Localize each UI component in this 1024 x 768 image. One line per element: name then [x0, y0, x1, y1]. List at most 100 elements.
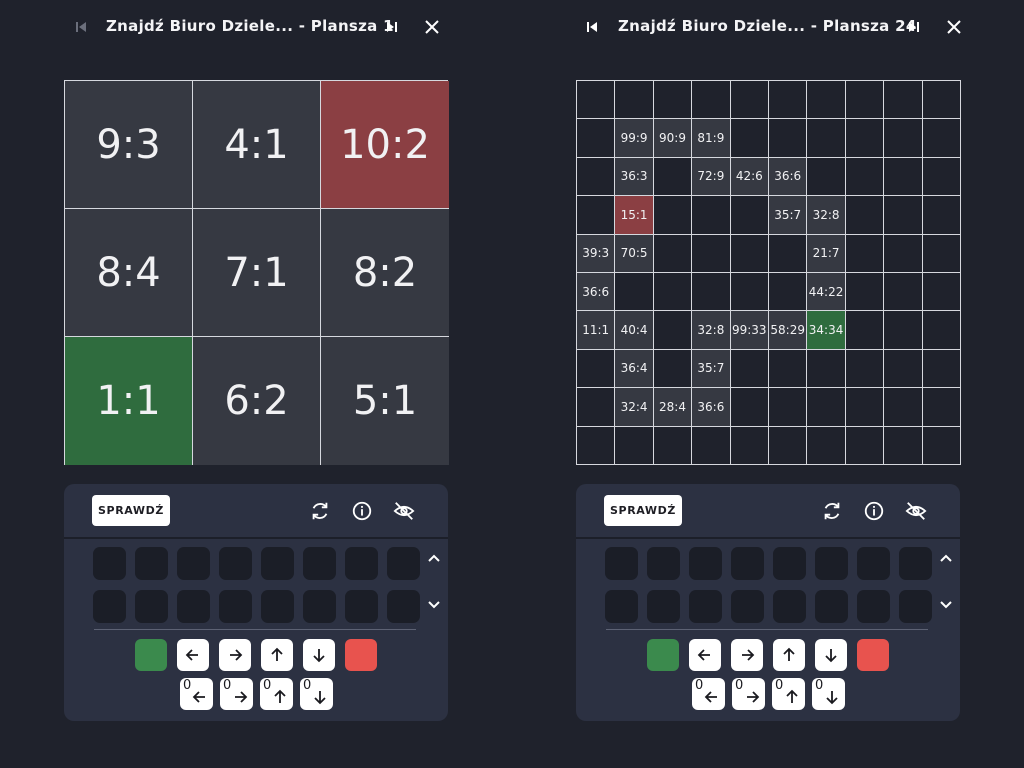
board-cell-filled[interactable]: 32:4	[615, 388, 654, 427]
last-board-icon[interactable]	[379, 14, 405, 40]
color-red-key[interactable]	[345, 639, 377, 671]
board-cell-empty[interactable]	[615, 81, 654, 120]
command-slot[interactable]	[899, 547, 932, 580]
command-slot[interactable]	[135, 590, 168, 623]
command-slot[interactable]	[689, 547, 722, 580]
board-cell-empty[interactable]	[884, 426, 923, 465]
command-slot[interactable]	[857, 547, 890, 580]
eye-off-icon[interactable]	[903, 498, 929, 524]
board-cell-empty[interactable]	[653, 349, 693, 389]
board-cell-empty[interactable]	[730, 388, 769, 427]
board-cell-empty[interactable]	[807, 426, 846, 465]
board-cell-empty[interactable]	[653, 311, 693, 350]
board-cell-empty[interactable]	[884, 349, 923, 389]
board-cell-empty[interactable]	[769, 273, 808, 312]
board-cell-empty[interactable]	[922, 273, 961, 312]
board-cell-empty[interactable]	[577, 157, 616, 197]
first-board-icon[interactable]	[68, 14, 94, 40]
board-cell-empty[interactable]	[653, 81, 693, 120]
board-cell-empty[interactable]	[845, 388, 885, 427]
counter-down-key[interactable]: 0	[300, 678, 333, 710]
board-cell-filled[interactable]: 72:9	[692, 157, 731, 197]
board-cell-empty[interactable]	[692, 196, 731, 235]
chevron-up-icon[interactable]	[937, 549, 955, 567]
board-cell-empty[interactable]	[577, 81, 616, 120]
board-cell-filled[interactable]: 8:4	[65, 209, 193, 337]
arrow-down-key[interactable]	[815, 639, 847, 671]
board-cell-empty[interactable]	[769, 234, 808, 273]
counter-left-key[interactable]: 0	[180, 678, 213, 710]
board-cell-empty[interactable]	[615, 426, 654, 465]
command-slot[interactable]	[345, 547, 378, 580]
board-cell-empty[interactable]	[769, 119, 808, 158]
color-green-key[interactable]	[647, 639, 679, 671]
board-cell-filled[interactable]: 35:7	[692, 349, 731, 389]
command-slot[interactable]	[177, 547, 210, 580]
command-slot[interactable]	[773, 547, 806, 580]
chevron-up-icon[interactable]	[425, 549, 443, 567]
board-cell-filled[interactable]: 36:4	[615, 349, 654, 389]
board-cell-empty[interactable]	[884, 311, 923, 350]
arrow-down-key[interactable]	[303, 639, 335, 671]
command-slot[interactable]	[605, 547, 638, 580]
board-cell-filled[interactable]: 99:33	[730, 311, 769, 350]
board-cell-filled[interactable]: 40:4	[615, 311, 654, 350]
board-cell-empty[interactable]	[615, 273, 654, 312]
command-slot[interactable]	[387, 547, 420, 580]
board-cell-filled[interactable]: 36:6	[577, 273, 616, 312]
board-cell-filled[interactable]: 11:1	[577, 311, 616, 350]
command-slot[interactable]	[345, 590, 378, 623]
refresh-icon[interactable]	[307, 498, 333, 524]
board-cell-empty[interactable]	[692, 273, 731, 312]
command-slot[interactable]	[261, 590, 294, 623]
board-cell-empty[interactable]	[922, 350, 961, 389]
arrow-up-key[interactable]	[773, 639, 805, 671]
command-slot[interactable]	[605, 590, 638, 623]
board-cell-empty[interactable]	[769, 81, 808, 120]
command-slot[interactable]	[731, 590, 764, 623]
command-slot[interactable]	[219, 547, 252, 580]
board-cell-green[interactable]: 34:34	[807, 311, 846, 350]
board-cell-filled[interactable]: 36:6	[692, 388, 731, 427]
board-cell-empty[interactable]	[653, 273, 693, 312]
board-cell-empty[interactable]	[769, 388, 808, 427]
board-cell-empty[interactable]	[654, 426, 693, 465]
eye-off-icon[interactable]	[391, 498, 417, 524]
board-cell-filled[interactable]: 44:22	[807, 273, 846, 312]
board-cell-filled[interactable]: 7:1	[193, 209, 321, 337]
counter-up-key[interactable]: 0	[772, 678, 805, 710]
close-icon[interactable]	[419, 14, 445, 40]
board-cell-empty[interactable]	[769, 349, 808, 389]
close-icon[interactable]	[941, 14, 967, 40]
board-cell-empty[interactable]	[730, 234, 769, 273]
command-slot[interactable]	[261, 547, 294, 580]
board-cell-empty[interactable]	[923, 427, 961, 465]
board-cell-empty[interactable]	[884, 81, 923, 120]
board-cell-filled[interactable]: 4:1	[193, 81, 321, 209]
board-cell-filled[interactable]: 42:6	[730, 157, 769, 197]
board-cell-empty[interactable]	[653, 196, 693, 235]
board-cell-empty[interactable]	[692, 234, 731, 273]
arrow-left-key[interactable]	[689, 639, 721, 671]
command-slot[interactable]	[899, 590, 932, 623]
command-slot[interactable]	[773, 590, 806, 623]
chevron-down-icon[interactable]	[937, 596, 955, 614]
board-cell-empty[interactable]	[884, 273, 923, 312]
command-slot[interactable]	[219, 590, 252, 623]
command-slot[interactable]	[857, 590, 890, 623]
board-cell-red[interactable]: 15:1	[615, 196, 654, 235]
board-cell-filled[interactable]: 39:3	[577, 234, 616, 273]
board-cell-empty[interactable]	[730, 81, 769, 120]
board-cell-filled[interactable]: 36:6	[769, 157, 808, 197]
board-cell-empty[interactable]	[730, 349, 769, 389]
board-cell-empty[interactable]	[807, 349, 846, 389]
board-cell-empty[interactable]	[577, 196, 616, 235]
board-cell-empty[interactable]	[845, 119, 885, 158]
board-cell-empty[interactable]	[807, 388, 846, 427]
board-cell-empty[interactable]	[769, 426, 808, 465]
board-cell-empty[interactable]	[845, 311, 885, 350]
board-cell-empty[interactable]	[845, 81, 885, 120]
command-slot[interactable]	[135, 547, 168, 580]
board-cell-empty[interactable]	[845, 196, 885, 235]
board-cell-empty[interactable]	[845, 273, 885, 312]
